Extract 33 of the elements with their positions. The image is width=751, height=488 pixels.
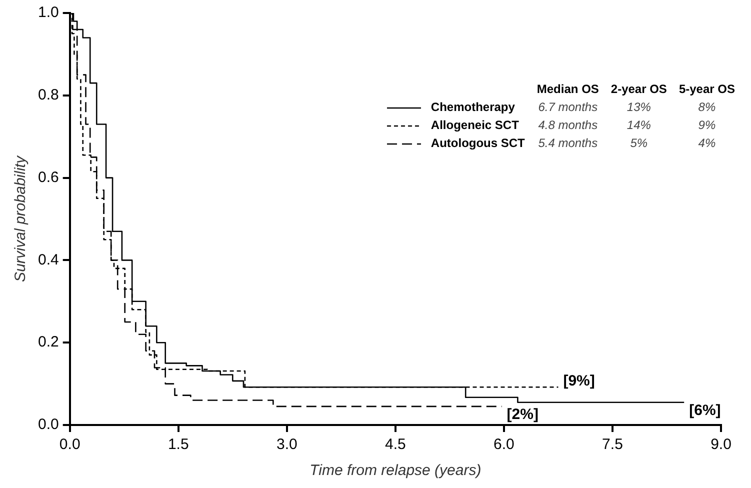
annotation: 9% — [697, 117, 717, 134]
y-tick-label: 0.6 — [38, 168, 59, 186]
annotation: 2-year OS — [610, 81, 668, 98]
x-tick-label: 9.0 — [710, 436, 732, 454]
annotation: 8% — [697, 99, 717, 116]
annotation: 14% — [626, 117, 652, 134]
annotation: [9%] — [563, 372, 595, 390]
y-tick-label: 0.0 — [38, 416, 59, 434]
x-tick-label: 1.5 — [168, 436, 189, 454]
y-axis-title: Survival probability — [12, 154, 30, 282]
legend-label: Autologous SCT — [430, 135, 526, 152]
annotation: 4.8 months — [537, 117, 599, 134]
annotation: 6.7 months — [537, 99, 599, 116]
y-tick-label: 0.8 — [38, 86, 59, 104]
x-tick-label: 4.5 — [384, 436, 406, 454]
legend-label: Chemotherapy — [430, 99, 516, 116]
x-tick-label: 0.0 — [59, 436, 80, 454]
x-axis-title: Time from relapse (years) — [310, 462, 482, 480]
annotation: 5-year OS — [678, 81, 736, 98]
y-tick-label: 0.2 — [38, 334, 59, 351]
annotation: 13% — [626, 99, 652, 116]
annotation: 5% — [629, 135, 649, 152]
annotation: 5.4 months — [537, 135, 599, 152]
annotation: [6%] — [689, 402, 721, 419]
annotation: [2%] — [506, 406, 538, 424]
x-tick-label: 6.0 — [494, 436, 514, 454]
y-tick-label: 0.4 — [38, 251, 59, 268]
annotation: Median OS — [536, 81, 600, 98]
annotation: 4% — [697, 135, 717, 152]
x-tick-label: 3.0 — [276, 436, 298, 454]
legend-label: Allogeneic SCT — [430, 117, 520, 134]
y-tick-label: 1.0 — [38, 4, 59, 22]
x-tick-label: 7.5 — [602, 436, 623, 454]
